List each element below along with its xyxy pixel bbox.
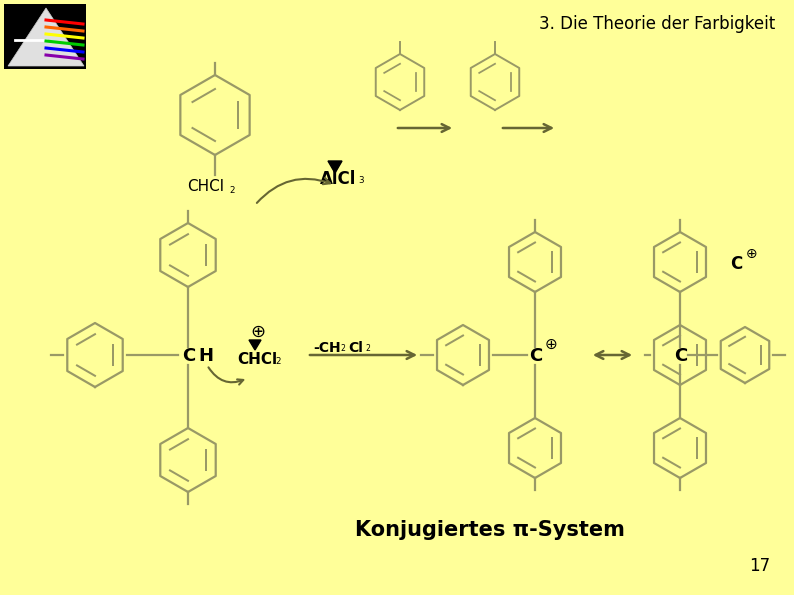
Text: $_2$: $_2$ <box>275 354 282 367</box>
Text: Cl: Cl <box>348 341 363 355</box>
Text: $_2$: $_2$ <box>365 343 372 355</box>
Polygon shape <box>249 340 261 350</box>
Text: $\oplus$: $\oplus$ <box>250 323 266 341</box>
FancyArrowPatch shape <box>209 367 243 384</box>
Text: $_3$: $_3$ <box>358 173 365 186</box>
Text: CHCl: CHCl <box>187 179 224 194</box>
Polygon shape <box>328 161 342 173</box>
Text: Konjugiertes π-System: Konjugiertes π-System <box>355 520 625 540</box>
Text: 3. Die Theorie der Farbigkeit: 3. Die Theorie der Farbigkeit <box>539 15 775 33</box>
Polygon shape <box>8 8 84 66</box>
FancyArrowPatch shape <box>256 178 330 203</box>
Text: C: C <box>730 255 742 273</box>
Text: C: C <box>674 347 688 365</box>
Text: AlCl: AlCl <box>320 170 357 188</box>
Text: CHCl: CHCl <box>237 352 277 367</box>
Text: -CH: -CH <box>313 341 341 355</box>
Text: C: C <box>182 347 195 365</box>
Text: $_2$: $_2$ <box>340 343 346 355</box>
Text: 17: 17 <box>749 557 770 575</box>
Bar <box>4 4 86 69</box>
Text: $\oplus$: $\oplus$ <box>745 247 757 261</box>
Text: $\oplus$: $\oplus$ <box>544 337 557 352</box>
Text: $_2$: $_2$ <box>229 183 236 196</box>
Text: C: C <box>529 347 542 365</box>
Text: H: H <box>198 347 213 365</box>
